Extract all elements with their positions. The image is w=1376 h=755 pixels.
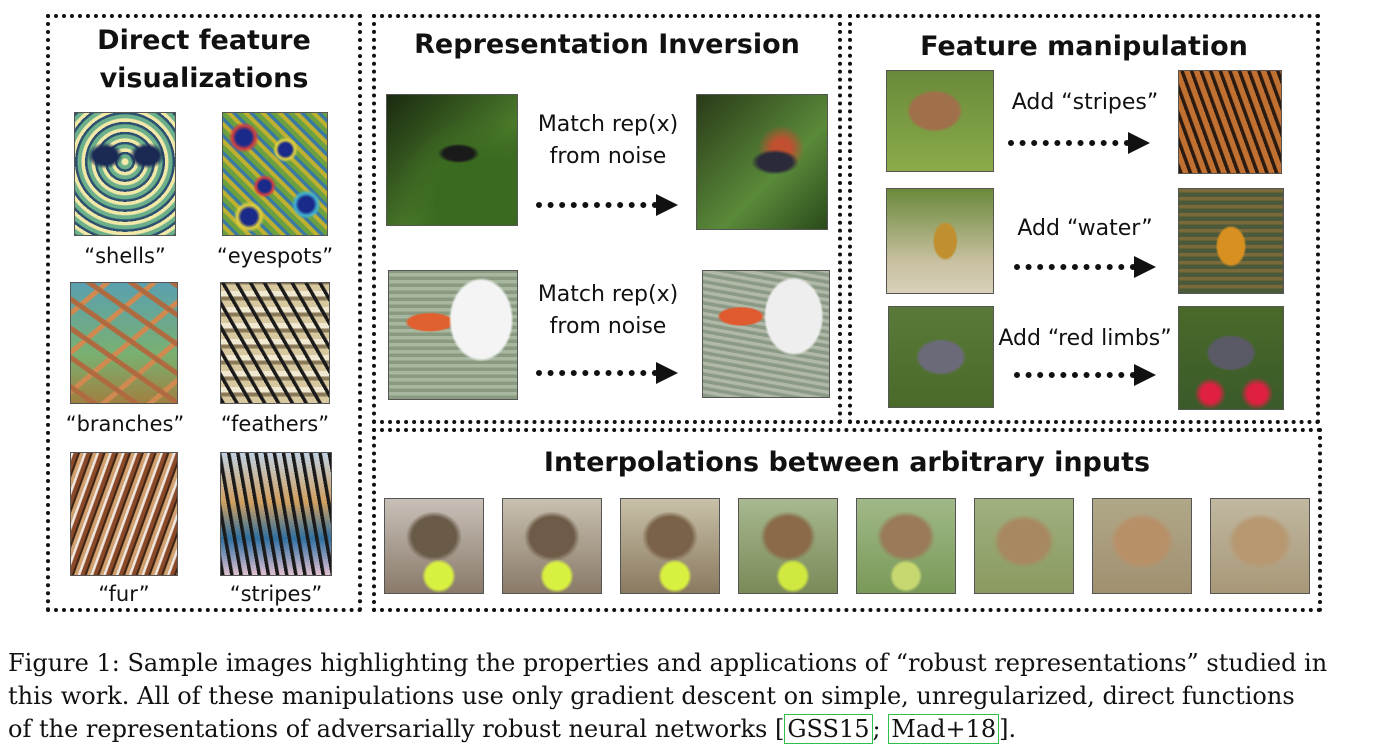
manipulation-source-image-monkey <box>886 188 994 294</box>
visualization-image-feathers <box>220 282 330 404</box>
caption-line-3-prefix: of the representations of adversarially … <box>8 715 785 743</box>
inversion-label-2b: from noise <box>549 314 667 339</box>
panel-interpolations: Interpolations between arbitrary inputs <box>372 428 1322 612</box>
caption-shells: “shells” <box>84 244 166 268</box>
visualization-image-shells <box>74 112 176 236</box>
interpolation-frame-7 <box>1092 498 1192 594</box>
citation-link-mad18[interactable]: Mad+18 <box>888 714 1000 744</box>
panel-title-direct-2: visualizations <box>99 63 309 94</box>
manipulation-label-stripes: Add “stripes” <box>1011 90 1159 115</box>
manipulation-arrow-2 <box>1014 256 1156 278</box>
interpolation-frame-1 <box>384 498 484 594</box>
manipulation-source-image-pitbull <box>888 306 994 408</box>
inversion-result-image-goose <box>702 270 830 398</box>
inversion-source-image-insect <box>386 94 518 226</box>
caption-line-3: of the representations of adversarially … <box>8 713 1370 746</box>
visualization-image-fur <box>70 452 178 576</box>
caption-eyespots: “eyespots” <box>216 244 334 268</box>
manipulation-result-image-tiger-dog <box>1178 70 1282 174</box>
inversion-result-image-insect <box>696 94 828 230</box>
manipulation-arrow-3 <box>1014 364 1156 386</box>
inversion-label-1b: from noise <box>549 144 667 169</box>
interpolation-frame-2 <box>502 498 602 594</box>
caption-branches: “branches” <box>65 412 185 436</box>
inversion-arrow-2 <box>536 362 678 384</box>
panel-title-inversion: Representation Inversion <box>414 29 800 60</box>
panel-direct-feature-visualizations: Direct feature visualizations “shells” “… <box>46 14 362 612</box>
caption-fur: “fur” <box>98 582 150 606</box>
caption-stripes: “stripes” <box>229 582 323 606</box>
panel-title-direct-1: Direct feature <box>97 25 311 56</box>
caption-line-1: Figure 1: Sample images highlighting the… <box>8 649 1328 677</box>
caption-feathers: “feathers” <box>220 412 330 436</box>
visualization-image-eyespots <box>222 112 328 236</box>
panel-representation-inversion: Representation Inversion Match rep(x) fr… <box>372 14 842 424</box>
caption-line-2: this work. All of these manipulations us… <box>8 682 1295 710</box>
manipulation-result-image-monkey-water <box>1178 188 1284 294</box>
manipulation-arrow-1 <box>1008 132 1150 154</box>
inversion-arrow-1 <box>536 194 678 216</box>
manipulation-source-image-dog <box>886 70 994 172</box>
panel-title-interpolations: Interpolations between arbitrary inputs <box>543 447 1151 478</box>
citation-link-gss15[interactable]: GSS15 <box>784 714 873 744</box>
interpolation-frame-8 <box>1210 498 1310 594</box>
inversion-label-1a: Match rep(x) <box>537 112 679 137</box>
figure-caption: Figure 1: Sample images highlighting the… <box>8 647 1370 746</box>
manipulation-label-red-limbs: Add “red limbs” <box>998 326 1172 351</box>
interpolation-frame-5 <box>856 498 956 594</box>
visualization-image-branches <box>70 282 178 404</box>
manipulation-label-water: Add “water” <box>1017 216 1153 241</box>
citation-separator: ; <box>872 715 889 743</box>
inversion-label-2a: Match rep(x) <box>537 282 679 307</box>
inversion-source-image-goose <box>388 270 518 400</box>
interpolation-frame-4 <box>738 498 838 594</box>
interpolation-frame-3 <box>620 498 720 594</box>
panel-feature-manipulation: Feature manipulation Add “stripes” Add “… <box>848 14 1320 424</box>
manipulation-result-image-pitbull-red-limbs <box>1178 306 1284 410</box>
visualization-image-stripes <box>220 452 332 576</box>
panel-title-manipulation: Feature manipulation <box>920 31 1248 62</box>
caption-line-3-suffix: ]. <box>999 715 1017 743</box>
interpolation-frame-6 <box>974 498 1074 594</box>
